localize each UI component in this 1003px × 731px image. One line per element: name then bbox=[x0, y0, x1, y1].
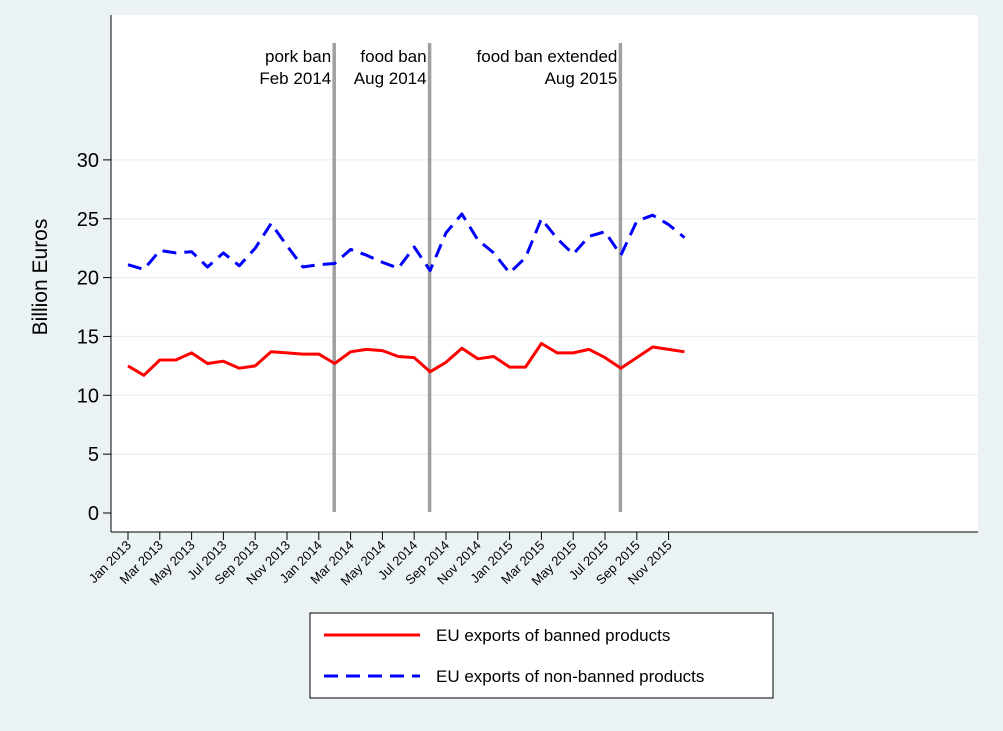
series-line-0 bbox=[127, 342, 685, 377]
legend: EU exports of banned products EU exports… bbox=[309, 612, 774, 699]
y-tick-label: 15 bbox=[77, 326, 99, 348]
y-tick-label: 30 bbox=[77, 150, 99, 172]
event-annotation: pork ban bbox=[265, 47, 331, 66]
y-tick-label: 20 bbox=[77, 268, 99, 290]
event-annotation: food ban extended bbox=[477, 47, 618, 66]
plot-area bbox=[111, 15, 978, 532]
series-layer bbox=[127, 212, 686, 377]
legend-label-banned: EU exports of banned products bbox=[436, 626, 670, 645]
series-line-1 bbox=[127, 212, 686, 275]
y-axis-label: Billion Euros bbox=[29, 219, 52, 336]
legend-label-non-banned: EU exports of non-banned products bbox=[436, 667, 704, 686]
annotations: pork ban Feb 2014 food ban Aug 2014 food ban… bbox=[259, 47, 617, 88]
event-lines bbox=[332, 43, 623, 512]
grid bbox=[111, 159, 978, 455]
event-annotation: Feb 2014 bbox=[259, 69, 331, 88]
legend-box bbox=[309, 612, 774, 699]
y-tick-label: 0 bbox=[88, 503, 99, 525]
y-tick-label: 10 bbox=[77, 385, 99, 407]
event-annotation: food ban bbox=[360, 47, 426, 66]
y-tick-label: 25 bbox=[77, 209, 99, 231]
y-tick-label: 5 bbox=[88, 444, 99, 466]
event-annotation: Aug 2015 bbox=[545, 69, 618, 88]
event-annotation: Aug 2014 bbox=[354, 69, 427, 88]
